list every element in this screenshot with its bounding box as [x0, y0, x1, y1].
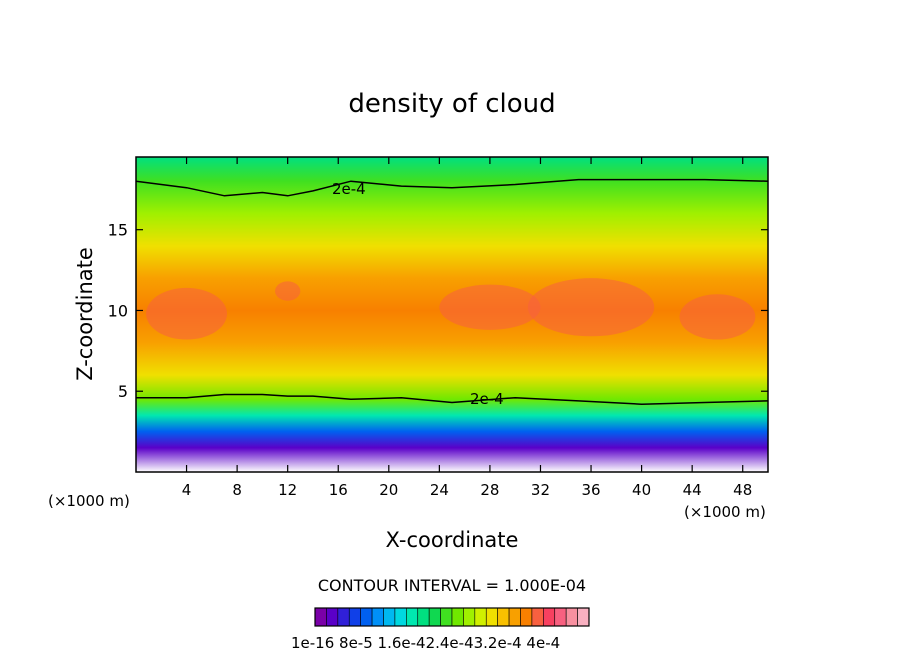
colorbar-swatch — [463, 607, 476, 627]
y-tick-label: 10 — [108, 301, 128, 320]
cloud-cell — [527, 278, 655, 337]
cloud-cell — [439, 284, 541, 330]
colorbar — [314, 607, 590, 627]
contour-label-lower: 2e-4 — [470, 390, 504, 408]
colorbar-swatch — [474, 607, 487, 627]
cloud-cells — [146, 278, 756, 340]
x-tick-label: 12 — [278, 481, 297, 499]
x-axis-ticks: 4 8 12 16 20 24 28 32 36 40 44 48 — [182, 157, 752, 499]
contour-label-upper: 2e-4 — [332, 180, 366, 198]
colorbar-swatch — [531, 607, 544, 627]
colorbar-labels: 1e-16 8e-5 1.6e-42.4e-43.2e-4 4e-4 — [291, 634, 560, 652]
colorbar-swatch — [565, 607, 578, 627]
contour-upper — [136, 178, 768, 197]
x-tick-label: 44 — [683, 481, 702, 499]
y-tick-label: 15 — [108, 221, 128, 240]
colorbar-swatch — [314, 607, 327, 627]
cloud-cell — [275, 281, 301, 301]
colorbar-swatch — [451, 607, 464, 627]
x-tick-label: 40 — [632, 481, 651, 499]
colorbar-swatch — [428, 607, 441, 627]
colorbar-swatch — [554, 607, 567, 627]
colorbar-swatch — [508, 607, 521, 627]
contour-interval: CONTOUR INTERVAL = 1.000E-04 — [318, 576, 586, 595]
colorbar-swatch — [337, 607, 350, 627]
chart-title: density of cloud — [348, 89, 555, 119]
y-axis-label: Z-coordinate — [73, 247, 97, 381]
colorbar-swatch — [383, 607, 396, 627]
colorbar-swatch — [371, 607, 384, 627]
x-tick-label: 28 — [480, 481, 499, 499]
x-tick-label: 4 — [182, 481, 192, 499]
colorbar-swatch — [406, 607, 419, 627]
x-tick-label: 48 — [733, 481, 752, 499]
x-unit-left: (×1000 m) — [48, 492, 130, 510]
plot-area — [136, 157, 768, 472]
contour-lines — [136, 178, 768, 405]
colorbar-swatch — [485, 607, 498, 627]
colorbar-swatch — [497, 607, 510, 627]
colorbar-swatch — [577, 607, 590, 627]
x-tick-label: 20 — [379, 481, 398, 499]
x-axis-label: X-coordinate — [386, 528, 519, 552]
y-axis-ticks: 5 10 15 — [108, 221, 768, 401]
x-unit-right: (×1000 m) — [684, 503, 766, 521]
x-tick-label: 32 — [531, 481, 550, 499]
x-tick-label: 36 — [581, 481, 600, 499]
colorbar-frame — [314, 607, 590, 627]
x-tick-label: 24 — [430, 481, 449, 499]
cloud-cell — [146, 287, 228, 340]
colorbar-swatch — [360, 607, 373, 627]
contour-lower — [136, 393, 768, 405]
colorbar-swatch — [417, 607, 430, 627]
plot-frame — [135, 156, 769, 473]
colorbar-swatch — [394, 607, 407, 627]
colorbar-swatch — [326, 607, 339, 627]
colorbar-swatch — [440, 607, 453, 627]
colorbar-swatch — [520, 607, 533, 627]
x-tick-label: 16 — [329, 481, 348, 499]
colorbar-swatch — [348, 607, 361, 627]
cloud-cell — [679, 294, 756, 340]
y-tick-label: 5 — [118, 382, 128, 401]
colorbar-swatch — [543, 607, 556, 627]
x-tick-label: 8 — [232, 481, 242, 499]
